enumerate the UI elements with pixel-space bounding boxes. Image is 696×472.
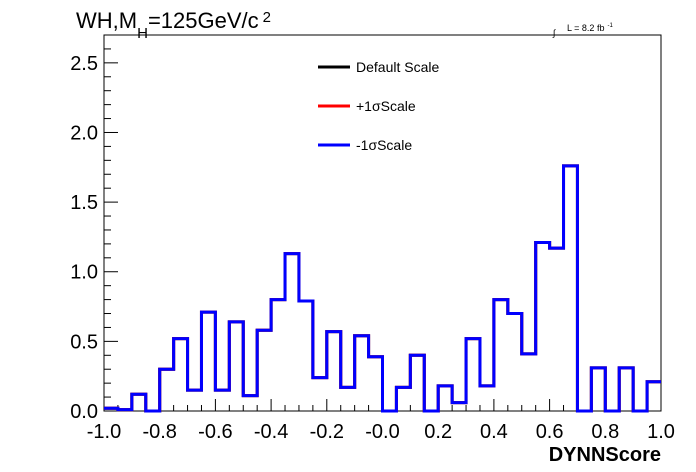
axis-tick-labels: -1.0 -0.8 -0.6 -0.4 -0.2 -0.0 0.2 0.4 0.6 0.8 1.0 0…	[70, 53, 675, 443]
x-tick-label: 0.6	[536, 421, 564, 443]
x-tick-label: -0.0	[365, 421, 399, 443]
x-axis-title: DYNNScore	[549, 444, 661, 466]
chart-title: WH,MH=125GeV/c 2	[76, 8, 271, 42]
series-layer	[104, 164, 661, 413]
legend-label: Default Scale	[356, 59, 439, 75]
luminosity-superscript: -1	[607, 23, 613, 29]
x-tick-label: -0.2	[310, 421, 344, 443]
luminosity-text: L = 8.2 fb	[567, 23, 604, 33]
y-tick-label: 0.5	[70, 331, 98, 353]
chart-title-prefix: WH,M	[76, 8, 137, 33]
legend-label: +1σScale	[356, 98, 416, 114]
x-tick-label: 1.0	[647, 421, 675, 443]
legend-label: -1σScale	[356, 137, 412, 153]
y-tick-label: 1.0	[70, 262, 98, 284]
luminosity-integral: ∫	[552, 28, 557, 38]
chart-title-suffix: =125GeV/c	[148, 8, 259, 33]
legend: Default Scale +1σScale -1σScale	[318, 59, 439, 153]
x-tick-label: -1.0	[87, 421, 121, 443]
x-tick-label: -0.8	[142, 421, 176, 443]
y-tick-label: 2.5	[70, 53, 98, 75]
x-tick-label: -0.6	[198, 421, 232, 443]
x-tick-label: -0.4	[254, 421, 288, 443]
y-tick-label: 0.0	[70, 401, 98, 423]
x-tick-label: 0.4	[480, 421, 508, 443]
chart-title-superscript: 2	[263, 9, 271, 26]
x-tick-label: 0.2	[424, 421, 452, 443]
luminosity-label: L = 8.2 fb -1	[567, 23, 613, 33]
series-line--1-scale	[104, 164, 661, 413]
x-tick-label: 0.8	[591, 421, 619, 443]
y-tick-label: 1.5	[70, 192, 98, 214]
chart-title-subscript: H	[137, 25, 148, 42]
y-tick-label: 2.0	[70, 122, 98, 144]
